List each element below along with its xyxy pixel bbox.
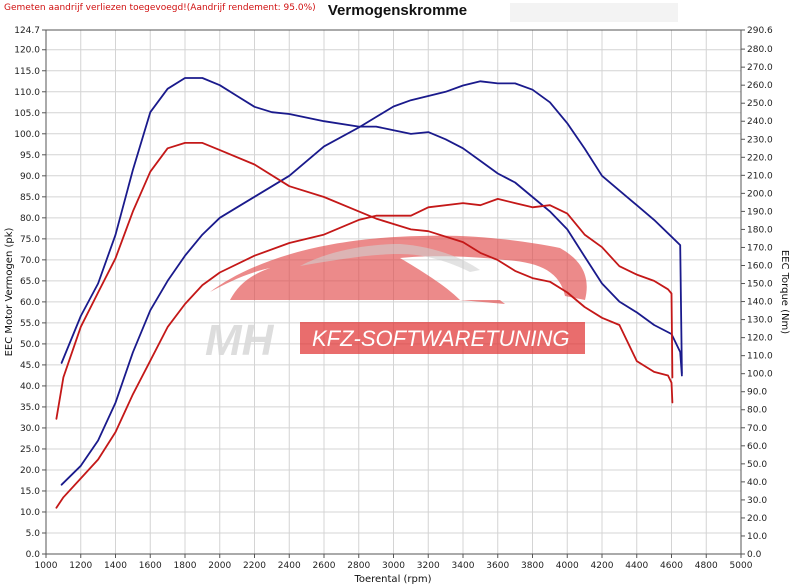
x-tick-label: 3800 xyxy=(521,561,544,571)
legend-placeholder-box xyxy=(510,3,678,22)
y2-tick-label: 110.0 xyxy=(747,352,773,362)
y-tick-label: 50.0 xyxy=(20,340,40,350)
y-tick-label: 30.0 xyxy=(20,424,40,434)
x-tick-label: 1600 xyxy=(139,561,162,571)
y2-tick-label: 180.0 xyxy=(747,225,773,235)
y2-tick-label: 30.0 xyxy=(747,496,767,506)
y-tick-label: 75.0 xyxy=(20,235,40,245)
y2-tick-label: 10.0 xyxy=(747,532,767,542)
axis-ticks: 1000 1200 1400 1600 1800 2000 2200 2400 2600 2800… xyxy=(14,26,773,571)
y2-tick-label: 230.0 xyxy=(747,135,773,145)
y-tick-label: 95.0 xyxy=(20,151,40,161)
y-tick-label: 100.0 xyxy=(14,130,40,140)
y2-tick-label: 240.0 xyxy=(747,117,773,127)
y-tick-label: 60.0 xyxy=(20,298,40,308)
y2-tick-label: 270.0 xyxy=(747,63,773,73)
y2-tick-label: 0.0 xyxy=(747,550,762,560)
y-tick-label: 70.0 xyxy=(20,256,40,266)
x-tick-label: 2800 xyxy=(347,561,370,571)
y-tick-label: 35.0 xyxy=(20,403,40,413)
y-tick-label: 5.0 xyxy=(26,529,41,539)
x-tick-label: 4800 xyxy=(695,561,718,571)
x-tick-label: 1800 xyxy=(174,561,197,571)
y-tick-label: 90.0 xyxy=(20,172,40,182)
drive-loss-note: Gemeten aandrijf verliezen toegevoegd!(A… xyxy=(4,3,316,13)
watermark-car-silhouette xyxy=(210,235,587,304)
watermark-text: KFZ-SOFTWARETUNING xyxy=(312,326,569,351)
watermark-logo: MH KFZ-SOFTWARETUNING xyxy=(205,235,587,365)
y2-tick-label: 290.6 xyxy=(747,26,773,36)
y-axis-left-label: EEC Motor Vermogen (pk) xyxy=(4,227,15,356)
stock-power-line xyxy=(55,197,674,509)
y2-tick-label: 130.0 xyxy=(747,316,773,326)
x-axis-label: Toerental (rpm) xyxy=(353,574,431,585)
y2-tick-label: 60.0 xyxy=(747,442,767,452)
y-tick-label: 65.0 xyxy=(20,277,40,287)
watermark-initials: MH xyxy=(205,316,275,365)
y-tick-label: 45.0 xyxy=(20,361,40,371)
x-tick-label: 4200 xyxy=(591,561,614,571)
y-tick-label: 15.0 xyxy=(20,487,40,497)
y2-tick-label: 150.0 xyxy=(747,280,773,290)
x-tick-label: 1400 xyxy=(104,561,127,571)
y2-tick-label: 220.0 xyxy=(747,153,773,163)
x-tick-label: 2200 xyxy=(243,561,266,571)
y-tick-label: 85.0 xyxy=(20,193,40,203)
y2-tick-label: 80.0 xyxy=(747,406,767,416)
tuned-torque-line xyxy=(60,77,683,377)
x-tick-label: 1200 xyxy=(69,561,92,571)
x-tick-label: 3000 xyxy=(382,561,405,571)
y2-tick-label: 70.0 xyxy=(747,424,767,434)
y2-tick-label: 260.0 xyxy=(747,81,773,91)
y2-tick-label: 250.0 xyxy=(747,99,773,109)
y-tick-label: 55.0 xyxy=(20,319,40,329)
y2-tick-label: 190.0 xyxy=(747,207,773,217)
y-axis-right-label: EEC Torque (Nm) xyxy=(779,250,790,334)
x-tick-label: 4000 xyxy=(556,561,579,571)
x-tick-label: 3600 xyxy=(486,561,509,571)
y-tick-label: 105.0 xyxy=(14,109,40,119)
x-tick-label: 3400 xyxy=(452,561,475,571)
y-tick-label: 115.0 xyxy=(14,67,40,77)
y2-tick-label: 140.0 xyxy=(747,298,773,308)
series-lines xyxy=(55,77,683,509)
y2-tick-label: 170.0 xyxy=(747,243,773,253)
watermark-banner xyxy=(300,322,585,354)
y2-tick-label: 40.0 xyxy=(747,478,767,488)
y-tick-label: 80.0 xyxy=(20,214,40,224)
chart-title: Vermogenskromme xyxy=(327,2,468,19)
y-tick-label: 110.0 xyxy=(14,88,40,98)
y2-tick-label: 210.0 xyxy=(747,171,773,181)
y2-tick-label: 160.0 xyxy=(747,261,773,271)
y-tick-label: 124.7 xyxy=(14,26,40,36)
watermark-car-roof xyxy=(300,244,480,272)
y2-tick-label: 120.0 xyxy=(747,334,773,344)
y2-tick-label: 280.0 xyxy=(747,45,773,55)
y2-tick-label: 50.0 xyxy=(747,460,767,470)
x-tick-label: 1000 xyxy=(35,561,58,571)
y2-tick-label: 100.0 xyxy=(747,370,773,380)
x-tick-label: 2000 xyxy=(208,561,231,571)
x-tick-label: 2400 xyxy=(278,561,301,571)
y2-tick-label: 20.0 xyxy=(747,514,767,524)
tuned-power-line xyxy=(60,80,683,486)
x-tick-label: 2600 xyxy=(313,561,336,571)
y-tick-label: 10.0 xyxy=(20,508,40,518)
y-tick-label: 25.0 xyxy=(20,445,40,455)
y-tick-label: 20.0 xyxy=(20,466,40,476)
stock-torque-line xyxy=(55,141,674,420)
y-tick-label: 40.0 xyxy=(20,382,40,392)
x-tick-label: 4600 xyxy=(660,561,683,571)
x-tick-label: 4400 xyxy=(625,561,648,571)
x-tick-label: 5000 xyxy=(730,561,753,571)
x-tick-label: 3200 xyxy=(417,561,440,571)
y-tick-label: 120.0 xyxy=(14,46,40,56)
y2-tick-label: 90.0 xyxy=(747,388,767,398)
y-tick-label: 0.0 xyxy=(26,550,41,560)
y2-tick-label: 200.0 xyxy=(747,189,773,199)
